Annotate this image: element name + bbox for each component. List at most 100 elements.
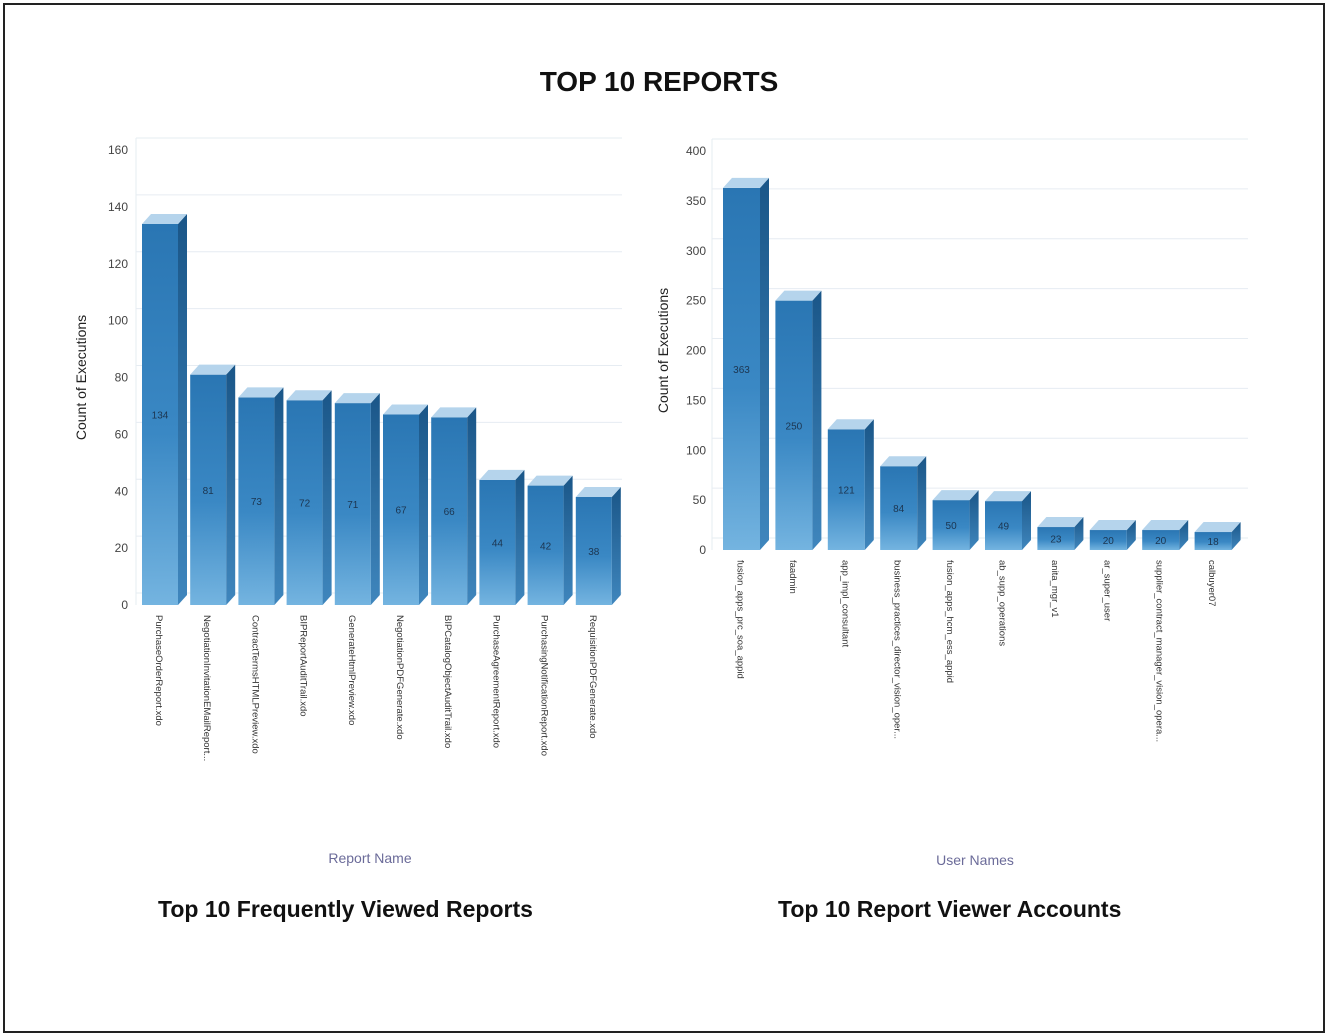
bar-top: [383, 404, 428, 415]
bar: 42 PurchasingNotificationReport.xdo: [527, 475, 573, 756]
bar-top: [932, 490, 979, 501]
bar: 50 fusion_apps_hcm_ess_appid: [932, 490, 979, 683]
data-label: 363: [733, 365, 750, 376]
data-label: 42: [540, 541, 552, 552]
chart-frequently-viewed-reports: 0 20 40 60 80 100 120 140 160 Count of Executions…: [73, 137, 622, 866]
y-tick-label: 350: [686, 194, 706, 208]
bar-side: [812, 290, 822, 550]
y-tick-label: 0: [699, 543, 706, 557]
bar-front: [1142, 530, 1180, 550]
bar: 38 RequisitionPDFGenerate.xdo: [575, 486, 621, 739]
bar: 23 anita_mgr_v1: [1037, 517, 1084, 618]
chart-caption-accounts: Top 10 Report Viewer Accounts: [778, 896, 1122, 922]
bar-top: [286, 390, 332, 401]
bar-front: [1037, 527, 1075, 550]
bar: 71 GenerateHtmlPreview.xdo: [334, 393, 380, 725]
bar: 363 fusion_apps_prc_soa_appid: [723, 177, 769, 679]
bar: 73 ContractTermsHTMLPreview.xdo: [238, 387, 284, 754]
bar-side: [1074, 517, 1084, 550]
bar-side: [1126, 520, 1136, 550]
bar: 20 supplier_contract_manager_vision_opera…: [1142, 520, 1189, 742]
bar-front: [479, 479, 516, 605]
bar-front: [985, 501, 1022, 550]
y-tick-label: 50: [693, 493, 707, 507]
x-category-label: supplier_contract_manager_vision_opera..…: [1154, 560, 1165, 742]
bar: 84 business_practices_director_vision_ope…: [880, 456, 927, 739]
x-category-label: ab_supp_operations: [997, 560, 1008, 646]
y-tick-label: 400: [686, 144, 706, 158]
bar-top: [431, 407, 477, 418]
bar-front: [286, 400, 323, 605]
bar-front: [1194, 532, 1232, 550]
bar-side: [226, 364, 236, 605]
x-category-label: faadmin: [787, 560, 798, 594]
x-category-label: BIPCatalogObjectAuditTrail.xdo: [442, 615, 453, 748]
bar: 250 faadmin: [775, 290, 822, 594]
x-category-label: RequisitionPDFGenerate.xdo: [587, 615, 598, 739]
bar-side: [1179, 520, 1189, 550]
data-label: 73: [251, 497, 263, 508]
y-tick-label: 140: [108, 200, 128, 214]
x-axis-label: User Names: [936, 852, 1014, 868]
bar-side: [611, 486, 621, 605]
x-category-label: ContractTermsHTMLPreview.xdo: [249, 615, 260, 754]
bar-top: [479, 469, 525, 480]
bar-front: [880, 466, 918, 550]
bar-top: [238, 387, 284, 398]
data-label: 134: [152, 410, 169, 421]
data-label: 38: [588, 547, 600, 558]
bar-side: [1231, 522, 1241, 550]
bar-front: [1089, 530, 1127, 550]
y-tick-label: 0: [121, 598, 128, 612]
bar-front: [334, 403, 371, 605]
data-label: 84: [893, 504, 905, 515]
x-category-label: GenerateHtmlPreview.xdo: [346, 615, 357, 725]
data-label: 44: [492, 538, 504, 549]
bar-side: [467, 407, 477, 605]
y-tick-label: 160: [108, 143, 128, 157]
bar-front: [431, 417, 468, 605]
bar: 44 PurchaseAgreementReport.xdo: [479, 469, 525, 748]
x-category-label: fusion_apps_hcm_ess_appid: [944, 560, 955, 683]
bar-top: [827, 419, 874, 430]
bar-top: [1142, 520, 1189, 531]
data-label: 121: [838, 486, 855, 497]
x-category-label: fusion_apps_prc_soa_appid: [735, 560, 746, 679]
bar-front: [142, 223, 178, 605]
x-category-label: PurchaseAgreementReport.xdo: [490, 615, 501, 748]
y-tick-label: 100: [686, 443, 706, 457]
bar-side: [274, 387, 284, 605]
bar-side: [917, 456, 927, 550]
x-category-label: PurchaseOrderReport.xdo: [153, 615, 164, 726]
data-label: 67: [395, 506, 407, 517]
page-title: TOP 10 REPORTS: [539, 66, 779, 97]
data-label: 18: [1208, 537, 1220, 548]
bar: 134 PurchaseOrderReport.xdo: [142, 213, 187, 726]
bar-side: [969, 490, 979, 550]
x-category-label: calbuyer07: [1206, 560, 1217, 606]
bar-side: [1022, 491, 1031, 550]
data-label: 250: [786, 421, 803, 432]
bar: 72 BIPReportAuditTrail.xdo: [286, 390, 332, 717]
bar: 49 ab_supp_operations: [985, 491, 1031, 646]
bar: 18 calbuyer07: [1194, 522, 1241, 606]
bar-front: [238, 397, 275, 605]
bar-front: [383, 414, 419, 605]
bar-front: [827, 429, 865, 550]
bar-side: [178, 213, 187, 605]
bar-top: [1089, 520, 1136, 531]
y-tick-label: 300: [686, 244, 706, 258]
bar: 67 NegotiationPDFGenerate.xdo: [383, 404, 428, 740]
x-category-label: PurchasingNotificationReport.xdo: [539, 615, 550, 756]
x-category-label: app_impl_consultant: [839, 560, 850, 648]
bar-side: [515, 469, 525, 605]
bar-front: [932, 500, 970, 550]
y-axis-label: Count of Executions: [73, 315, 89, 440]
bar-top: [880, 456, 927, 467]
y-axis-label: Count of Executions: [655, 288, 671, 413]
bar-top: [190, 364, 236, 375]
data-label: 81: [203, 486, 215, 497]
data-label: 72: [299, 499, 311, 510]
chart-report-viewer-accounts: 0 50 100 150 200 250 300 350 400 Count of Executi…: [655, 138, 1248, 868]
y-tick-label: 40: [115, 484, 129, 498]
